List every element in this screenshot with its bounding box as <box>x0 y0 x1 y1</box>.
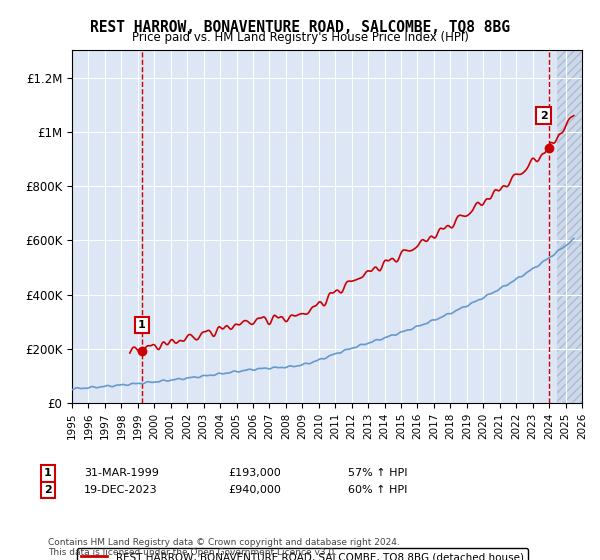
Text: REST HARROW, BONAVENTURE ROAD, SALCOMBE, TQ8 8BG: REST HARROW, BONAVENTURE ROAD, SALCOMBE,… <box>90 20 510 35</box>
Text: 2: 2 <box>44 485 52 495</box>
Text: £193,000: £193,000 <box>228 468 281 478</box>
Text: 1: 1 <box>44 468 52 478</box>
Text: 31-MAR-1999: 31-MAR-1999 <box>84 468 159 478</box>
Text: 19-DEC-2023: 19-DEC-2023 <box>84 485 158 495</box>
Legend: REST HARROW, BONAVENTURE ROAD, SALCOMBE, TQ8 8BG (detached house), HPI: Average : REST HARROW, BONAVENTURE ROAD, SALCOMBE,… <box>77 548 528 560</box>
Text: 1: 1 <box>138 320 146 330</box>
Bar <box>557 50 582 403</box>
Text: Contains HM Land Registry data © Crown copyright and database right 2024.
This d: Contains HM Land Registry data © Crown c… <box>48 538 400 557</box>
Text: 60% ↑ HPI: 60% ↑ HPI <box>348 485 407 495</box>
Text: 57% ↑ HPI: 57% ↑ HPI <box>348 468 407 478</box>
Text: £940,000: £940,000 <box>228 485 281 495</box>
Text: Price paid vs. HM Land Registry's House Price Index (HPI): Price paid vs. HM Land Registry's House … <box>131 31 469 44</box>
Text: 2: 2 <box>540 110 548 120</box>
